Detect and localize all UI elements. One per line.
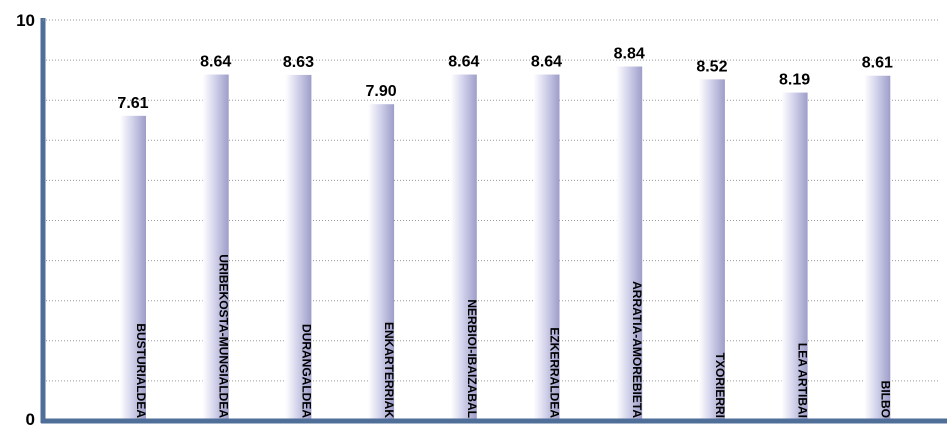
bar <box>450 74 477 421</box>
data-label: 7.90 <box>366 83 397 100</box>
y-tick-label: 10 <box>16 11 35 30</box>
data-label: 8.61 <box>862 55 893 72</box>
data-label: 8.64 <box>200 54 231 71</box>
category-label: TXORIERRI <box>713 353 727 418</box>
bar <box>698 79 725 422</box>
category-label: BILBO <box>878 381 892 418</box>
data-label: 8.64 <box>531 54 562 71</box>
data-label: 8.84 <box>614 46 645 63</box>
category-label: ARRATIA-AMOREBIETA <box>630 281 644 418</box>
bar <box>533 74 560 421</box>
category-label: DURANGALDEA <box>299 324 313 418</box>
y-tick-label: 0 <box>26 410 35 425</box>
bar <box>781 92 808 422</box>
category-label: LEA ARTIBAI <box>796 343 810 418</box>
category-label: NERBIOI-IBAIZABAL <box>465 299 479 418</box>
category-label: BUSTURIALDEA <box>134 323 148 418</box>
bar <box>368 104 395 422</box>
category-label: ENKARTERRIAK <box>382 322 396 418</box>
bar <box>285 74 312 421</box>
data-label: 8.19 <box>779 72 810 89</box>
data-label: 8.52 <box>696 58 727 75</box>
data-label: 8.63 <box>283 54 314 71</box>
bar <box>864 75 891 421</box>
bar <box>120 115 146 422</box>
bar <box>202 74 229 421</box>
bars: 7.61 BUSTURIALDEA 8.64 URIBEKOSTA-MUNGIALDE… <box>117 46 893 422</box>
category-label: EZKERRALDEA <box>548 327 562 418</box>
bar <box>616 66 643 422</box>
data-label: 8.64 <box>448 54 479 71</box>
axes: 10 0 <box>16 11 947 429</box>
data-label: 7.61 <box>117 95 148 112</box>
category-label: URIBEKOSTA-MUNGIALDEA <box>217 254 231 418</box>
